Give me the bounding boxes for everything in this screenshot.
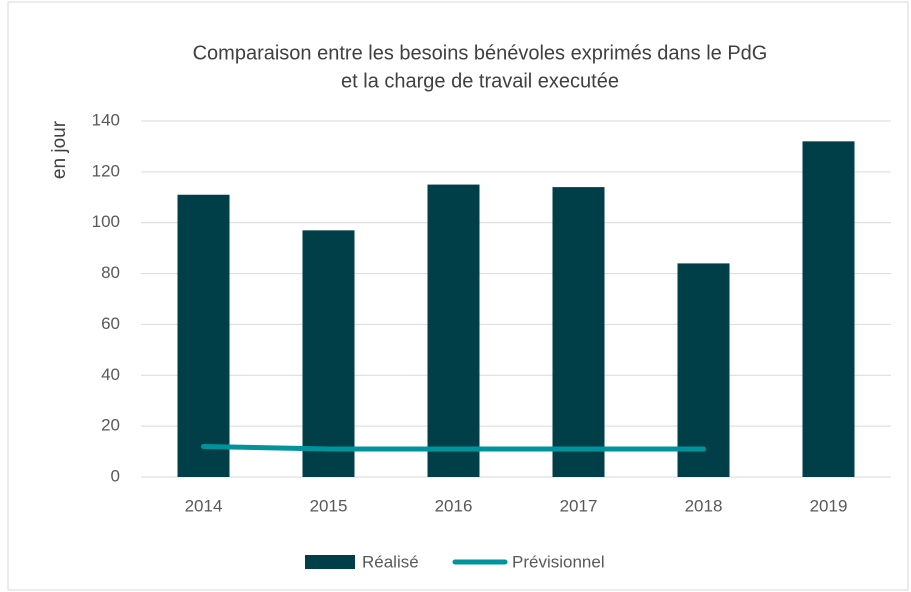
bar <box>802 141 855 478</box>
line <box>201 443 706 452</box>
y-tick-label: 40 <box>101 365 120 384</box>
y-tick-label: 60 <box>101 314 120 333</box>
x-tick-label: 2015 <box>310 496 348 515</box>
x-tick-label: 2019 <box>810 496 848 515</box>
legend-swatch <box>305 555 355 569</box>
bar <box>302 230 355 477</box>
bar <box>677 263 730 477</box>
y-tick-label: 100 <box>92 212 120 231</box>
bar <box>177 194 230 477</box>
bar <box>552 187 605 477</box>
chart-title: Comparaison entre les besoins bénévoles … <box>193 42 768 64</box>
x-tick-label: 2014 <box>185 496 223 515</box>
y-tick-label: 0 <box>111 466 120 485</box>
bar <box>427 184 480 478</box>
legend-label: Réalisé <box>362 552 419 571</box>
x-tick-label: 2017 <box>560 496 598 515</box>
x-tick-label: 2018 <box>685 496 723 515</box>
y-tick-label: 20 <box>101 416 120 435</box>
y-tick-label: 120 <box>92 161 120 180</box>
chart-title: et la charge de travail executée <box>341 70 619 92</box>
legend-label: Prévisionnel <box>512 552 605 571</box>
x-tick-label: 2016 <box>435 496 473 515</box>
y-tick-label: 140 <box>92 110 120 129</box>
y-axis-label: en jour <box>49 120 70 179</box>
y-tick-label: 80 <box>101 263 120 282</box>
